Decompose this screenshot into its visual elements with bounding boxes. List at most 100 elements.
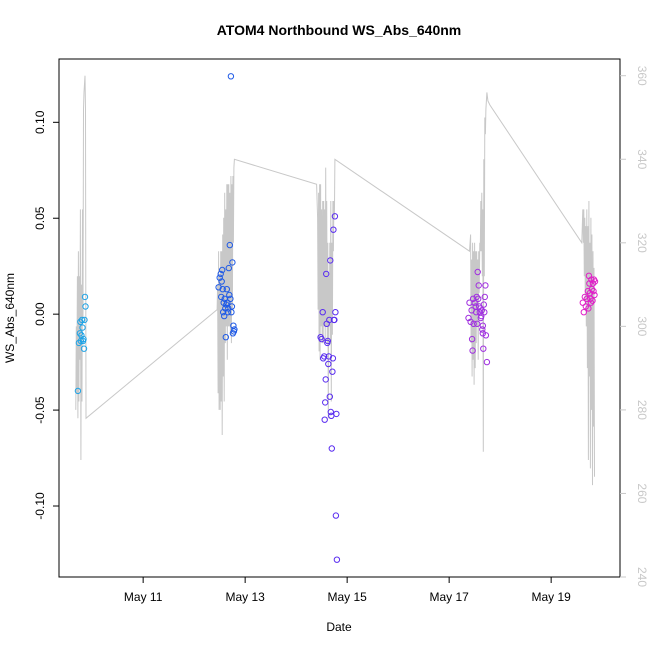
data-point-s1-20 (226, 241, 234, 249)
data-point-s2-19 (328, 445, 335, 452)
data-point-s3-18 (477, 305, 484, 312)
data-point-s4-14 (589, 297, 596, 304)
data-point-s2-11 (324, 337, 331, 345)
data-point-s1-9 (221, 312, 228, 320)
secondary-line (75, 75, 595, 486)
data-point-s0-10 (80, 345, 88, 352)
data-point-s3-22 (479, 326, 486, 333)
data-point-s3-27 (481, 293, 488, 301)
x-tick-label-1: May 13 (225, 590, 265, 604)
data-point-s4-1 (580, 309, 587, 316)
data-point-s3-12 (474, 320, 481, 327)
data-point-s2-12 (325, 360, 332, 368)
data-point-s1-12 (222, 334, 230, 341)
data-point-s4-10 (587, 295, 594, 302)
data-point-s1-17 (225, 305, 232, 312)
data-point-s2-15 (326, 393, 333, 400)
chart-title: ATOM4 Northbound WS_Abs_640nm (217, 22, 462, 38)
data-point-s2-25 (331, 213, 339, 220)
data-point-s1-1 (216, 274, 223, 281)
data-point-s1-2 (217, 270, 224, 278)
data-point-s2-26 (332, 309, 339, 316)
data-point-s2-1 (318, 335, 325, 343)
data-point-s0-0 (74, 387, 82, 395)
y-tick-label-3: 0.05 (33, 206, 47, 230)
data-point-s3-7 (470, 320, 477, 327)
y-axis: -0.10 -0.05 0.00 0.05 0.10 (33, 110, 59, 520)
x-axis: May 11 May 13 May 15 May 17 May 19 (124, 577, 571, 604)
line-layer (75, 75, 595, 486)
data-point-s1-14 (223, 286, 231, 293)
data-point-s0-12 (81, 293, 89, 301)
data-point-s3-25 (480, 301, 487, 308)
y-tick-label-2: 0.00 (33, 302, 47, 326)
y-right-tick-label-1: 260 (635, 483, 649, 503)
data-point-s2-21 (329, 355, 337, 362)
data-point-s2-2 (319, 309, 326, 316)
points-layer (74, 73, 599, 563)
data-point-s2-20 (329, 368, 336, 375)
data-point-s1-29 (228, 309, 235, 316)
data-point-s3-10 (473, 309, 480, 316)
data-point-s1-28 (231, 326, 238, 333)
data-point-s1-21 (227, 295, 234, 302)
data-point-s1-24 (229, 259, 236, 266)
y-axis-label: WS_Abs_640nm (3, 273, 17, 363)
data-point-s4-2 (581, 293, 588, 301)
data-point-s2-5 (321, 416, 328, 423)
data-point-s3-26 (481, 309, 488, 316)
data-point-s1-4 (218, 278, 225, 285)
data-point-s0-13 (82, 303, 89, 310)
data-point-s2-22 (330, 226, 337, 233)
data-point-s1-5 (219, 266, 226, 274)
y-tick-label-1: -0.05 (33, 396, 47, 424)
data-point-s4-11 (587, 299, 595, 306)
data-point-s1-22 (227, 73, 235, 80)
data-point-s0-9 (80, 335, 87, 343)
data-point-s4-6 (585, 305, 592, 312)
data-point-s3-11 (473, 293, 480, 301)
data-point-s1-18 (225, 264, 233, 272)
y-right-tick-label-5: 340 (635, 149, 649, 169)
y-right-tick-label-6: 360 (635, 66, 649, 86)
data-point-s3-15 (475, 282, 482, 289)
data-point-s2-4 (321, 353, 328, 360)
y-tick-label-4: 0.10 (33, 110, 47, 134)
data-point-s1-16 (224, 309, 232, 316)
data-point-s1-6 (219, 286, 226, 293)
data-point-s4-18 (591, 291, 598, 299)
data-point-s4-4 (583, 295, 590, 302)
data-point-s4-19 (591, 278, 599, 285)
y-right-tick-label-0: 240 (635, 567, 649, 587)
data-point-s4-16 (590, 287, 597, 295)
data-point-s4-15 (589, 280, 597, 287)
y-tick-label-0: -0.10 (33, 492, 47, 520)
x-tick-label-3: May 17 (429, 590, 469, 604)
y-right-tick-label-4: 320 (635, 233, 649, 253)
data-point-s1-3 (218, 293, 225, 301)
data-point-s3-23 (479, 322, 486, 329)
data-point-s2-27 (332, 512, 340, 519)
data-point-s3-5 (469, 347, 476, 354)
x-tick-label-0: May 11 (124, 590, 163, 604)
data-point-s3-24 (480, 345, 487, 352)
data-point-s2-7 (322, 376, 329, 383)
data-point-s2-28 (333, 410, 340, 418)
data-point-s0-11 (81, 316, 88, 324)
data-point-s2-8 (323, 270, 330, 278)
y-right-tick-label-3: 300 (635, 316, 649, 336)
y-axis-right: 240 260 280 300 320 340 360 (620, 66, 649, 587)
x-axis-label: Date (326, 620, 352, 634)
data-point-s4-12 (588, 276, 595, 283)
data-point-s0-7 (79, 324, 86, 331)
data-point-s3-13 (474, 268, 481, 276)
data-point-s3-8 (471, 299, 478, 306)
data-point-s2-29 (333, 556, 341, 563)
plot-frame (58, 58, 621, 578)
data-point-s2-17 (327, 408, 334, 416)
data-point-s3-14 (475, 295, 482, 302)
plot-area (74, 73, 599, 563)
data-point-s1-19 (226, 291, 233, 299)
y-right-tick-label-2: 280 (635, 400, 649, 420)
